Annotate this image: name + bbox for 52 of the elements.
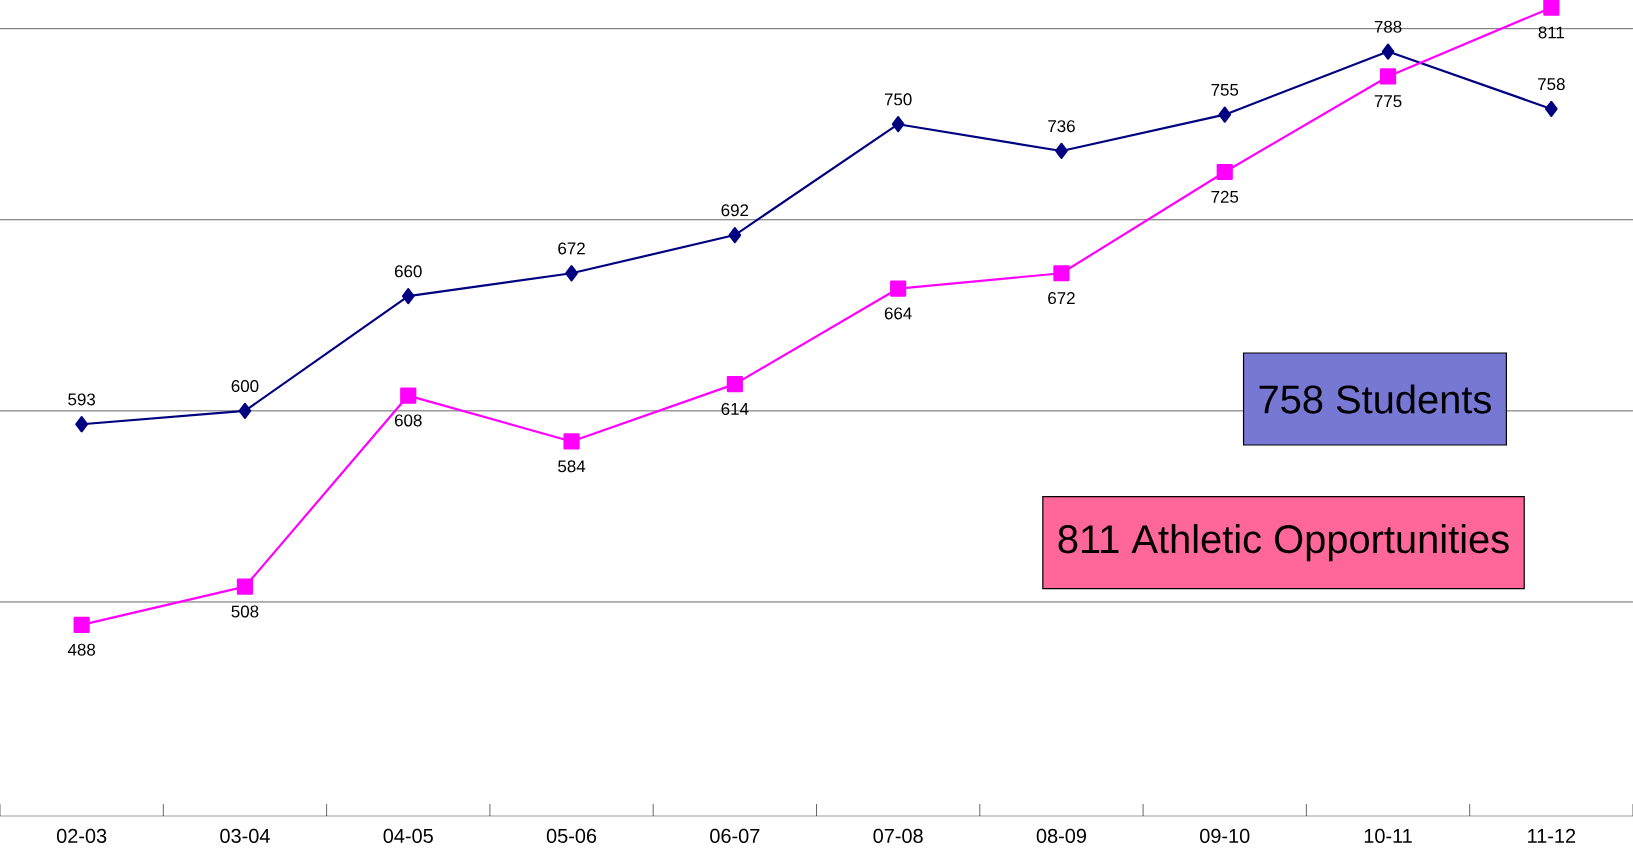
data-label: 725 (1211, 190, 1239, 203)
point (563, 433, 580, 450)
data-label: 664 (884, 307, 912, 320)
point (891, 116, 905, 133)
x-tick-label: 11-12 (1528, 828, 1576, 843)
point (400, 387, 417, 404)
x-tick-label: 07-08 (873, 828, 923, 843)
data-label: 755 (1211, 83, 1239, 96)
x-tick-label: 04-05 (383, 828, 433, 843)
data-label: 600 (231, 380, 259, 393)
annotation: 811 Athletic Opportunities (1058, 524, 1509, 562)
point (1379, 68, 1397, 85)
data-label: 736 (1048, 120, 1075, 133)
point (236, 578, 254, 595)
point (565, 265, 578, 282)
data-label: 593 (68, 393, 96, 406)
point (726, 376, 743, 393)
data-label: 775 (1374, 95, 1402, 108)
data-label: 811 (1538, 26, 1565, 39)
data-label: 750 (884, 93, 912, 106)
x-tick-label: 10-11 (1364, 828, 1412, 843)
x-tick-label: 08-09 (1036, 828, 1086, 843)
point (1544, 100, 1558, 118)
data-label: 788 (1374, 20, 1402, 33)
x-tick-label: 05-06 (546, 828, 597, 843)
data-label: 692 (721, 204, 749, 217)
point (1381, 43, 1395, 60)
data-label: 608 (394, 414, 422, 427)
data-label: 584 (558, 460, 586, 473)
annotation: 758 Students (1259, 384, 1491, 414)
x-tick-label: 06-07 (710, 828, 760, 843)
data-label: 660 (394, 265, 422, 278)
data-label: 488 (67, 643, 96, 656)
data-label: 508 (231, 605, 259, 618)
data-label: 758 (1538, 78, 1565, 91)
data-label: 672 (558, 242, 585, 255)
point (73, 616, 90, 633)
point (401, 288, 415, 305)
x-tick-label: 02-03 (56, 828, 107, 843)
point (1216, 163, 1233, 181)
point (890, 280, 907, 297)
point (1055, 142, 1068, 160)
x-tick-label: 09-10 (1200, 828, 1250, 843)
point (75, 416, 88, 433)
x-tick-label: 03-04 (220, 828, 270, 843)
data-label: 614 (721, 402, 749, 415)
point (1543, 0, 1560, 16)
point (238, 402, 252, 419)
point (1218, 106, 1232, 123)
point (728, 226, 742, 244)
data-label: 672 (1048, 292, 1075, 305)
point (1053, 265, 1070, 282)
